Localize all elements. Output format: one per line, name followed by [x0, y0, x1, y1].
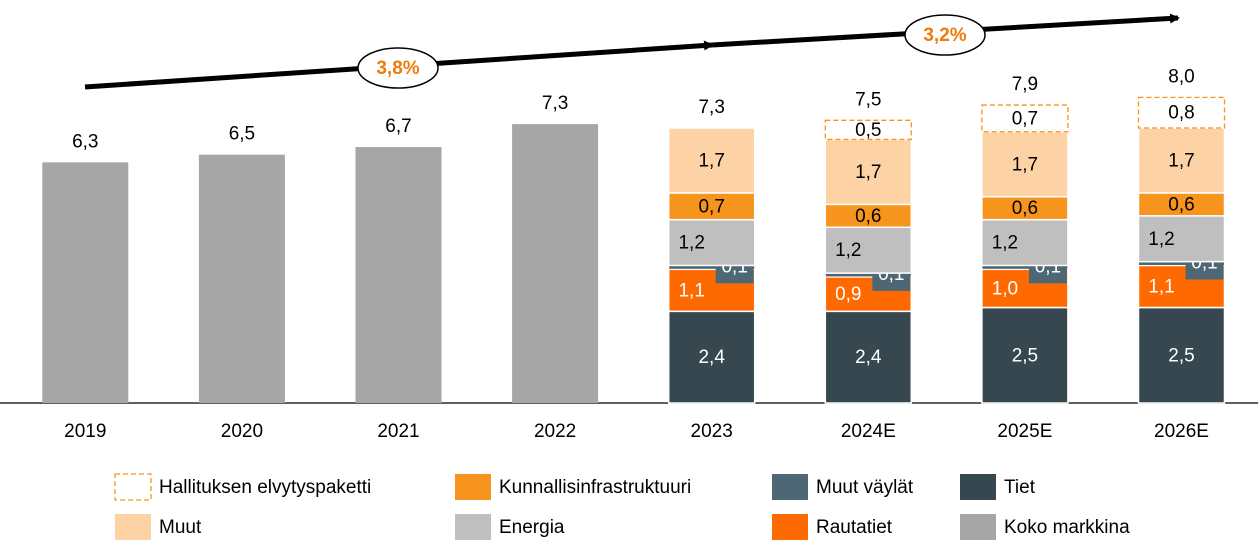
bar-segment	[1137, 306, 1226, 404]
value-label: 0,7	[1012, 108, 1038, 129]
value-label: 2,4	[698, 347, 725, 368]
legend-swatch	[115, 514, 151, 540]
value-label: 0,6	[1168, 194, 1194, 215]
value-label: 7,3	[542, 93, 568, 114]
x-tick-label: 2019	[64, 421, 106, 442]
value-label: 0,8	[1168, 103, 1194, 124]
bar-segment	[824, 119, 912, 141]
value-label: 0,6	[855, 206, 881, 227]
legend-label: Kunnallisinfrastruktuuri	[499, 477, 691, 498]
legend-label: Rautatiet	[816, 517, 893, 538]
value-label: 2,5	[1012, 345, 1038, 366]
legend-swatch	[960, 474, 996, 500]
bar-segment	[824, 226, 913, 274]
legend-label: Muut	[159, 517, 202, 538]
value-label: 1,2	[678, 233, 704, 254]
legend-label: Muut väylät	[816, 477, 914, 498]
value-label: 6,7	[385, 116, 411, 137]
legend-swatch	[960, 514, 996, 540]
legend-swatch	[772, 514, 808, 540]
x-tick-label: 2021	[377, 421, 419, 442]
legend-label: Energia	[499, 517, 565, 538]
value-label: 6,5	[229, 124, 255, 145]
bar-segment	[981, 218, 1069, 267]
value-label: 1,0	[992, 278, 1018, 299]
bar	[198, 154, 285, 403]
total-label: 8,0	[1168, 66, 1194, 87]
legend-label: Tiet	[1004, 477, 1036, 498]
total-label: 7,9	[1012, 74, 1038, 95]
bar-segment	[1137, 215, 1226, 263]
total-label: 7,3	[698, 97, 724, 118]
legend-swatch	[455, 514, 491, 540]
legend-label: Koko markkina	[1004, 517, 1130, 538]
bar	[355, 147, 442, 403]
value-label: 1,7	[855, 162, 881, 183]
total-label: 7,5	[855, 89, 881, 110]
value-label: 1,7	[698, 150, 724, 171]
cagr-bubble	[357, 47, 439, 89]
x-tick-label: 2026E	[1154, 421, 1209, 442]
value-label: 0,5	[855, 120, 881, 141]
bar-segment	[981, 104, 1069, 133]
legend-swatch	[114, 473, 152, 501]
x-tick-label: 2020	[221, 421, 263, 442]
value-label: 0,6	[1012, 198, 1038, 219]
value-label: 1,7	[1168, 150, 1194, 171]
legend-swatch	[455, 474, 491, 500]
value-label: 6,3	[72, 131, 98, 152]
bar-segment	[667, 127, 756, 194]
bar-segment	[981, 131, 1069, 198]
value-label: 2,5	[1168, 345, 1194, 366]
value-label: 1,2	[992, 233, 1018, 254]
value-label: 2,4	[855, 347, 882, 368]
legend-swatch	[772, 474, 808, 500]
value-label: 1,1	[678, 280, 704, 301]
cagr-bubble	[904, 14, 986, 56]
value-label: 1,7	[1012, 154, 1038, 175]
x-tick-label: 2025E	[997, 421, 1052, 442]
legend-label: Hallituksen elvytyspaketti	[159, 477, 371, 498]
bar-segment	[667, 310, 756, 404]
value-label: 1,2	[1148, 229, 1174, 250]
value-label: 1,2	[835, 240, 861, 261]
cagr-label: 3,8%	[376, 58, 419, 79]
value-label: 1,1	[1148, 277, 1174, 298]
bar	[42, 162, 129, 403]
x-tick-label: 2024E	[841, 421, 896, 442]
bar	[512, 124, 599, 404]
cagr-label: 3,2%	[923, 25, 966, 46]
x-tick-label: 2022	[534, 421, 576, 442]
x-tick-label: 2023	[691, 421, 733, 442]
bar-segment	[667, 218, 756, 267]
value-label: 0,9	[835, 284, 861, 305]
bar-segment	[1137, 96, 1226, 129]
bar-segment	[667, 192, 756, 221]
value-label: 0,7	[698, 196, 724, 217]
